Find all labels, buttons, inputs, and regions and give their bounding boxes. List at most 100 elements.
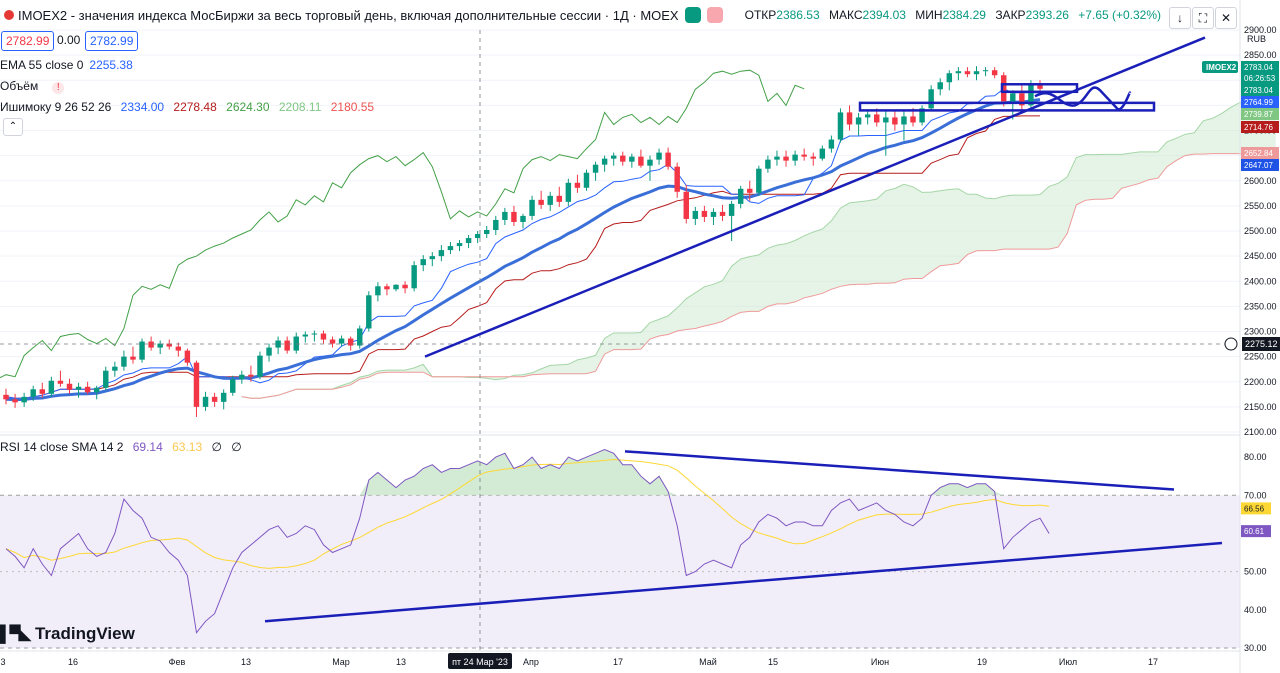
candle-body: [529, 199, 535, 216]
candle-body: [964, 71, 971, 75]
price-badge: [1241, 147, 1279, 159]
candle-body: [12, 399, 18, 403]
ichimoku-base-line: [5, 115, 1040, 399]
candle-body: [293, 336, 299, 351]
candle-body: [39, 389, 46, 394]
candle-body: [647, 159, 653, 166]
symbol-title[interactable]: IMOEX2 - значения индекса МосБиржи за ве…: [18, 7, 679, 23]
time-tick-label: Июл: [1059, 657, 1077, 667]
candle-body: [874, 114, 880, 123]
warning-icon[interactable]: !: [52, 82, 65, 94]
candle-body: [447, 246, 454, 251]
candle-body: [384, 286, 390, 290]
candle-body: [1000, 75, 1007, 102]
time-tick-label: Фев: [169, 657, 186, 667]
split-icon[interactable]: [706, 7, 723, 23]
candle-body: [973, 71, 980, 75]
chevron-down-icon[interactable]: ↓: [1169, 7, 1191, 29]
price-tick-label: 2500.00: [1244, 226, 1277, 236]
ichimoku-conversion-line: [5, 88, 1040, 399]
market-open-icon[interactable]: [684, 7, 701, 23]
tradingview-icon: ▌▀◣: [0, 626, 31, 643]
sell-price[interactable]: 2782.99: [1, 31, 55, 51]
add-alert-icon: [1224, 337, 1238, 351]
volume-legend[interactable]: Объём!: [0, 79, 70, 94]
tradingview-logo[interactable]: ▌▀◣ TradingView: [0, 624, 135, 643]
ichimoku-span-a: [241, 102, 1276, 399]
rsi-tick-label: 80.00: [1244, 452, 1267, 462]
price-badge: [1241, 159, 1279, 171]
candle-body: [357, 328, 363, 346]
collapse-legend-icon[interactable]: ⌃: [3, 118, 23, 136]
ema-legend[interactable]: EMA 55 close 0 2255.38: [0, 58, 133, 72]
price-badge-label: 06:26:53: [1244, 74, 1276, 83]
candle-body: [710, 211, 717, 217]
candle-body: [610, 155, 617, 159]
crosshair-price-badge: [1242, 337, 1280, 352]
rsi-tick-label: 50.00: [1244, 567, 1267, 577]
candle-body: [819, 148, 826, 159]
price-tick-label: 2150.00: [1244, 402, 1277, 412]
candle-body: [828, 139, 835, 149]
candle-body: [347, 338, 354, 346]
buy-price[interactable]: 2782.99: [85, 31, 139, 51]
fullscreen-icon[interactable]: ⛶: [1192, 7, 1214, 29]
price-tick-label: 2350.00: [1244, 301, 1277, 311]
price-badge-label: 2739.87: [1244, 110, 1273, 119]
rsi-legend[interactable]: RSI 14 close SMA 14 2 69.14 63.13 ∅ ∅: [0, 440, 242, 454]
candle-body: [692, 210, 699, 219]
rsi-sma-line: [5, 458, 1050, 569]
candle-body: [411, 265, 417, 289]
candle-body: [329, 339, 336, 344]
candle-body: [175, 346, 182, 351]
price-badge: [1241, 96, 1279, 108]
price-badge-label: 2652.84: [1244, 149, 1273, 158]
price-tick-label: 2250.00: [1244, 352, 1277, 362]
candle-body: [266, 347, 272, 356]
symbol-logo[interactable]: [4, 10, 14, 20]
candle-body: [84, 386, 91, 393]
ohlc-values: ОТКР2386.53 МАКС2394.03 МИН2384.29 ЗАКР2…: [744, 8, 1162, 22]
price-badge: [1241, 72, 1279, 84]
candle-body: [520, 215, 526, 222]
candle-body: [284, 340, 290, 351]
candle-body: [747, 188, 753, 193]
candle-body: [30, 389, 36, 397]
candle-body: [420, 259, 426, 266]
candle-body: [928, 89, 934, 109]
candle-body: [665, 152, 671, 167]
candle-body: [438, 250, 445, 257]
price-tick-label: 2900.00: [1244, 25, 1277, 35]
rsi-badge-label: 60.61: [1244, 527, 1265, 536]
candle-body: [75, 386, 82, 390]
candle-body: [620, 155, 626, 162]
crosshair-date-label: пт 24 Мар '23: [452, 657, 508, 667]
ichimoku-span-b: [241, 153, 1276, 399]
candle-body: [991, 70, 998, 76]
candle-body: [193, 362, 200, 407]
candle-body: [275, 340, 281, 348]
price-badge-label: 2783.04: [1244, 63, 1273, 72]
time-tick-label: 3: [0, 657, 5, 667]
candle-body: [402, 284, 408, 289]
rsi-overbought-fill: [6, 449, 1050, 496]
candle-body: [239, 374, 245, 380]
candle-body: [656, 152, 662, 160]
candle-body: [66, 383, 73, 390]
time-tick-label: 16: [68, 657, 78, 667]
candle-body: [846, 112, 853, 125]
candle-body: [946, 73, 953, 83]
price-badge-label: 2783.04: [1244, 86, 1273, 95]
time-tick-label: 13: [241, 657, 251, 667]
candle-body: [166, 343, 172, 347]
ichimoku-legend[interactable]: Ишимоку 9 26 52 26 2334.00 2278.48 2624.…: [0, 100, 375, 114]
currency-label[interactable]: RUB: [1247, 34, 1267, 44]
candle-body: [211, 396, 218, 402]
candle-body: [21, 396, 27, 403]
candle-body: [248, 374, 254, 377]
candle-body: [892, 117, 898, 125]
close-icon[interactable]: ✕: [1215, 7, 1237, 29]
candle-body: [393, 284, 399, 290]
candle-body: [538, 199, 544, 205]
